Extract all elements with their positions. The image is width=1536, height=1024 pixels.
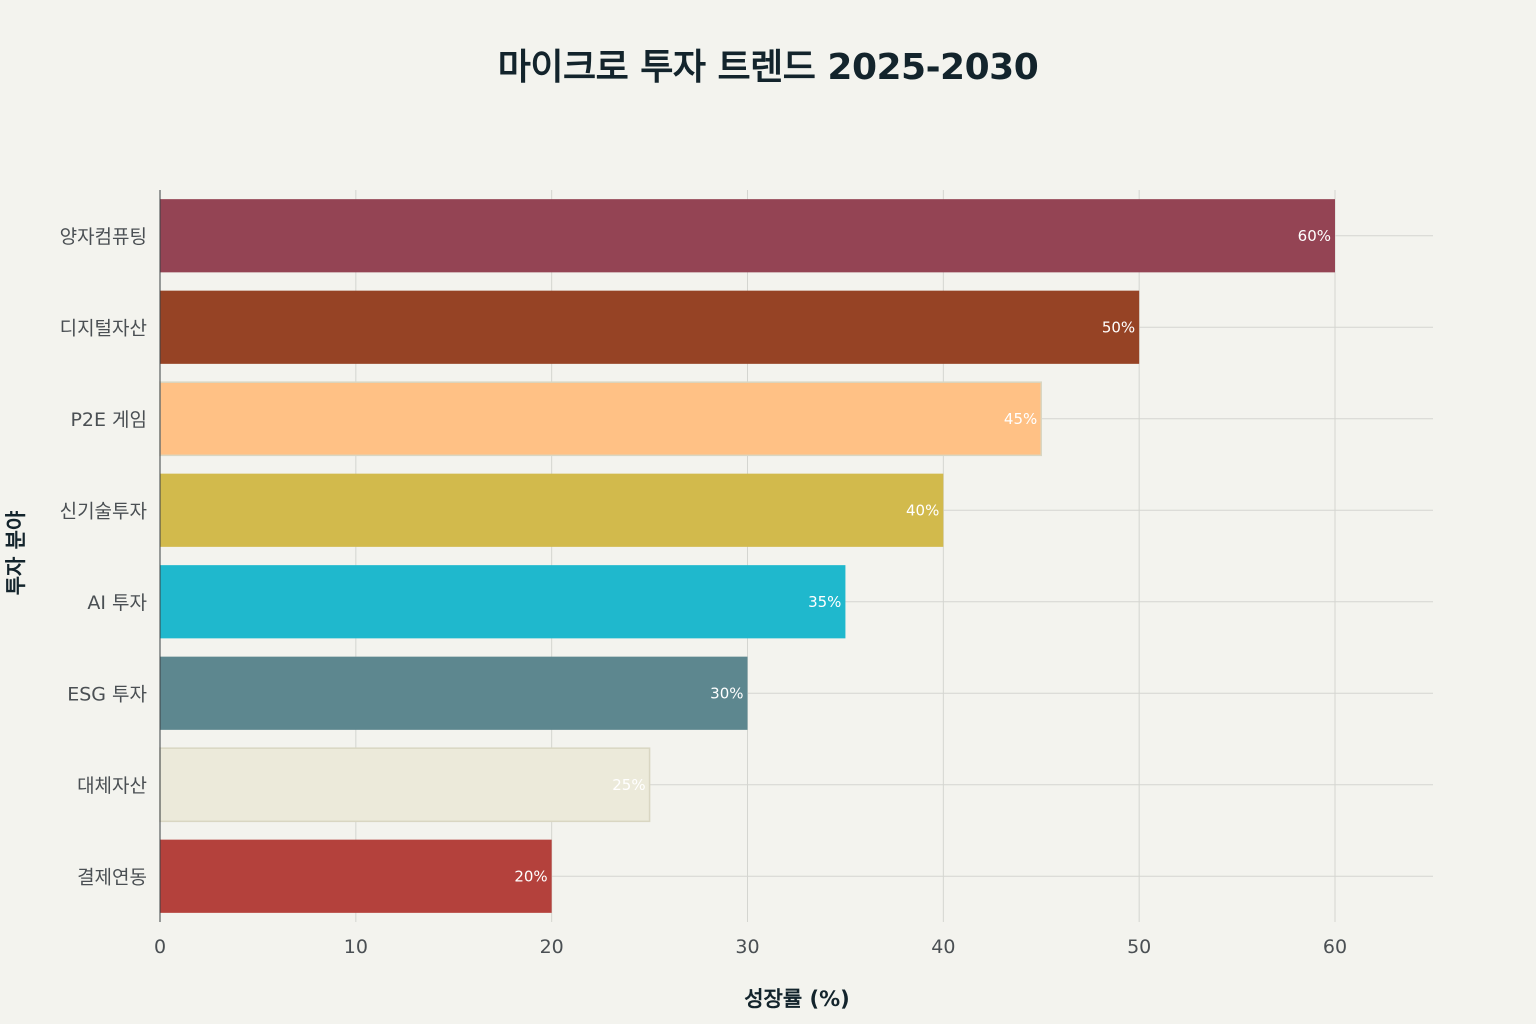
bar (160, 656, 748, 730)
bar (160, 290, 1140, 364)
x-tick-label: 20 (540, 936, 564, 958)
bar-value-label: 50% (1102, 318, 1135, 336)
y-tick-label: AI 투자 (87, 592, 147, 614)
x-tick-label: 0 (154, 936, 166, 958)
y-tick-label: ESG 투자 (67, 683, 147, 705)
bar (160, 839, 552, 913)
x-axis-title: 성장률 (%) (744, 987, 850, 1011)
bar-value-label: 45% (1004, 410, 1037, 428)
x-tick-label: 60 (1323, 936, 1347, 958)
bar-value-label: 35% (808, 593, 841, 611)
y-tick-label: 디지털자산 (60, 317, 147, 339)
x-tick-label: 40 (931, 936, 955, 958)
bar-value-label: 30% (710, 684, 743, 702)
chart-title: 마이크로 투자 트렌드 2025-2030 (497, 47, 1039, 88)
y-tick-label: P2E 게임 (70, 409, 147, 431)
bar-value-label: 40% (906, 501, 939, 519)
bar (159, 381, 1042, 457)
bar (160, 565, 846, 639)
bar (159, 747, 651, 823)
x-tick-label: 50 (1127, 936, 1151, 958)
y-tick-label: 양자컴퓨팅 (60, 226, 147, 248)
y-tick-label: 신기술투자 (60, 500, 147, 522)
x-tick-label: 10 (344, 936, 368, 958)
bar (160, 473, 944, 547)
y-tick-label: 대체자산 (77, 775, 147, 797)
bar (160, 199, 1335, 273)
bar-value-label: 25% (612, 776, 645, 794)
bar-value-label: 60% (1298, 227, 1331, 245)
y-axis-title: 투자 분야 (4, 510, 28, 595)
x-tick-label: 30 (735, 936, 759, 958)
bars: 60% 50% 45% 40% 35% 30% 25% 20% (159, 199, 1335, 913)
bar-value-label: 20% (514, 867, 547, 885)
y-tick-label: 결제연동 (77, 866, 147, 888)
